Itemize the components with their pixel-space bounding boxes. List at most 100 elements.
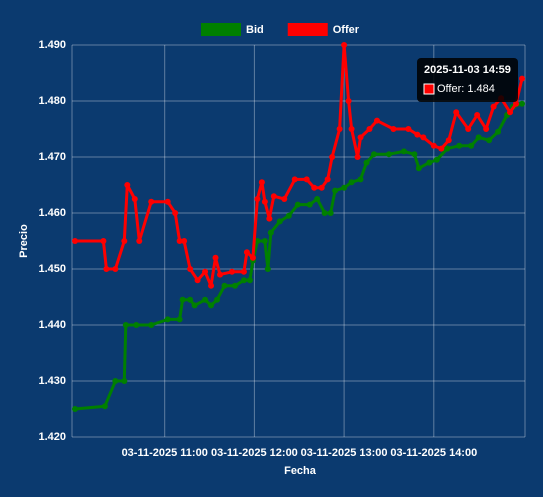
data-point	[249, 254, 256, 261]
data-point	[121, 378, 128, 384]
data-point	[148, 322, 155, 328]
data-point	[357, 176, 364, 183]
legend-item[interactable]: Bid	[201, 23, 264, 36]
y-axis-title: Precio	[18, 224, 30, 258]
data-point	[181, 238, 188, 244]
data-point	[400, 148, 407, 155]
data-point	[261, 238, 268, 244]
data-point	[217, 271, 224, 278]
data-point	[254, 238, 261, 244]
data-point	[266, 215, 273, 222]
x-tick-label: 03-11-2025 14:00	[390, 447, 477, 459]
data-point	[363, 159, 370, 166]
data-point	[258, 179, 265, 186]
data-point	[465, 126, 472, 132]
data-point	[453, 109, 460, 116]
series-line	[74, 102, 523, 411]
legend-label: Offer	[333, 24, 360, 36]
data-point	[507, 109, 514, 116]
data-point	[261, 198, 268, 205]
data-point	[246, 277, 253, 284]
data-point	[176, 316, 183, 323]
tooltip-box	[417, 58, 518, 102]
data-point	[164, 198, 171, 205]
data-point	[214, 296, 221, 303]
data-point	[270, 193, 277, 200]
data-point	[311, 184, 318, 191]
data-point	[179, 296, 186, 303]
data-point	[456, 142, 463, 149]
data-point	[420, 134, 427, 141]
legend-swatch	[201, 23, 241, 36]
y-tick-label: 1.420	[38, 431, 66, 443]
data-point	[474, 112, 481, 118]
data-point	[294, 201, 301, 208]
data-point	[438, 145, 445, 152]
data-point	[228, 268, 235, 275]
data-point	[306, 201, 313, 208]
data-point	[341, 42, 348, 48]
data-point	[513, 100, 520, 107]
data-point	[281, 196, 288, 202]
legend-item[interactable]: Offer	[287, 23, 360, 36]
data-point	[124, 182, 131, 188]
x-axis-title: Fecha	[284, 465, 317, 477]
y-tick-label: 1.480	[38, 95, 66, 107]
data-point	[475, 134, 482, 141]
data-point	[318, 184, 325, 191]
data-point	[354, 154, 361, 160]
data-point	[136, 238, 143, 244]
data-point	[357, 134, 364, 141]
data-point	[103, 266, 110, 272]
data-point	[112, 266, 119, 272]
data-point	[243, 249, 250, 256]
data-point	[264, 266, 271, 272]
data-point	[202, 268, 209, 275]
data-point	[468, 142, 475, 149]
data-point	[490, 103, 497, 110]
tooltip: 2025-11-03 14:59 Offer: 1.484	[417, 58, 518, 102]
data-point	[327, 210, 334, 216]
data-point	[208, 282, 215, 289]
legend-label: Bid	[246, 24, 264, 36]
data-point	[445, 137, 452, 144]
data-point	[373, 117, 380, 124]
data-point	[231, 282, 238, 289]
data-point	[303, 176, 310, 183]
data-point	[148, 198, 155, 205]
tooltip-swatch	[423, 83, 435, 95]
legend-swatch	[287, 23, 328, 36]
y-tick-label: 1.440	[38, 319, 66, 331]
data-point	[495, 128, 502, 135]
data-point	[414, 131, 421, 138]
y-tick-label: 1.430	[38, 375, 66, 387]
data-point	[101, 403, 108, 410]
y-tick-label: 1.470	[38, 151, 66, 163]
data-point	[191, 302, 198, 309]
data-point	[112, 378, 119, 384]
data-point	[314, 196, 321, 202]
data-point	[385, 151, 392, 158]
data-point	[276, 218, 283, 225]
data-point	[411, 151, 418, 158]
data-point	[405, 126, 412, 132]
data-point	[415, 165, 422, 172]
data-point	[221, 282, 228, 289]
data-point	[430, 142, 437, 149]
data-point	[348, 179, 355, 186]
y-tick-label: 1.450	[38, 263, 66, 275]
data-point	[164, 316, 171, 323]
data-point	[100, 238, 107, 244]
data-point	[348, 126, 355, 132]
data-point	[519, 100, 526, 107]
data-point	[341, 184, 348, 191]
x-tick-label: 03-11-2025 11:00	[122, 447, 208, 459]
data-point	[187, 266, 194, 272]
data-point	[240, 277, 247, 284]
data-point	[426, 159, 433, 166]
x-tick-label: 03-11-2025 12:00	[211, 447, 298, 459]
data-point	[131, 196, 138, 202]
data-point	[187, 296, 194, 303]
data-point	[172, 210, 179, 216]
data-point	[329, 154, 336, 160]
